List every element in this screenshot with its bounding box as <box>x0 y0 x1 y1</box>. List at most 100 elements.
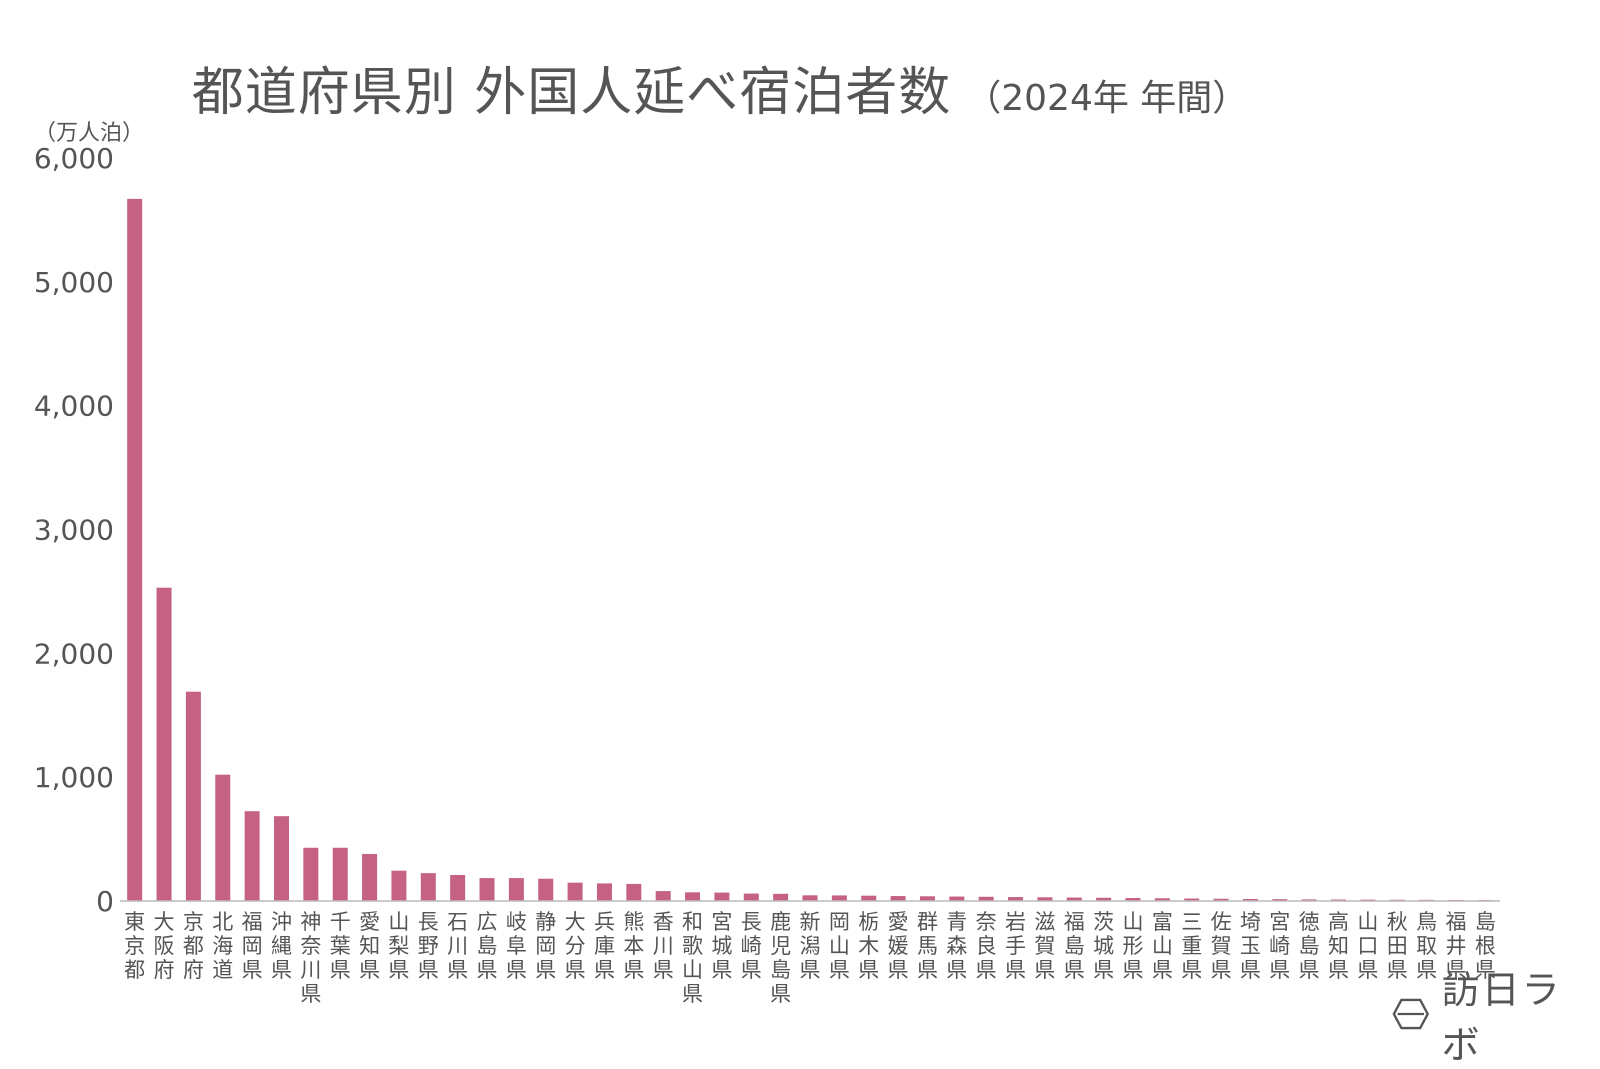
bar-岩手県 <box>1008 897 1024 901</box>
x-tick-label: 鹿児島県 <box>770 910 791 1006</box>
x-tick-label: 岩手県 <box>1005 910 1026 982</box>
y-tick-label: 2,000 <box>34 637 114 670</box>
bar-鹿児島県 <box>773 893 789 901</box>
x-tick-label: 愛媛県 <box>888 910 909 982</box>
x-tick-label: 佐賀県 <box>1211 910 1232 982</box>
x-tick-label: 大阪府 <box>154 910 175 982</box>
x-tick-label: 長崎県 <box>741 910 762 982</box>
y-tick-label: 3,000 <box>34 514 114 547</box>
x-tick-label: 石川県 <box>447 910 468 982</box>
x-tick-label: 徳島県 <box>1299 910 1320 982</box>
x-tick-label: 三重県 <box>1181 910 1202 982</box>
bar-神奈川県 <box>303 847 319 901</box>
bar-大阪府 <box>156 587 172 901</box>
bar-愛媛県 <box>890 896 906 901</box>
y-tick-label: 5,000 <box>34 266 114 299</box>
y-tick-label: 1,000 <box>34 761 114 794</box>
bar-埼玉県 <box>1242 899 1258 901</box>
x-tick-label: 東京都 <box>124 910 145 982</box>
y-axis: （万人泊） 0 1,000 2,000 3,000 4,000 5,000 6,000 <box>34 121 144 918</box>
x-tick-label: 富山県 <box>1152 910 1173 982</box>
x-tick-label: 静岡県 <box>535 910 556 982</box>
bar-大分県 <box>567 882 583 901</box>
brand-logo: 訪日ラボ <box>1392 968 1592 1067</box>
bar-熊本県 <box>626 883 642 901</box>
bar-石川県 <box>450 874 466 901</box>
bar-兵庫県 <box>596 883 612 901</box>
hexagon-logo-icon <box>1392 998 1430 1030</box>
x-tick-label: 熊本県 <box>623 910 644 982</box>
bar-沖縄県 <box>273 816 289 901</box>
bar-福岡県 <box>244 811 260 901</box>
y-tick-label: 6,000 <box>34 142 114 175</box>
x-tick-label: 山形県 <box>1122 910 1143 982</box>
bar-奈良県 <box>978 896 994 901</box>
y-tick-label: 0 <box>96 885 114 918</box>
x-tick-label: 福井県 <box>1445 910 1466 982</box>
bar-東京都 <box>127 198 143 902</box>
bar-青森県 <box>949 896 965 901</box>
x-tick-label: 和歌山県 <box>682 910 703 1006</box>
bar-愛知県 <box>362 853 378 901</box>
bar-富山県 <box>1154 898 1170 901</box>
x-tick-label: 青森県 <box>946 910 967 982</box>
y-tick-label: 4,000 <box>34 390 114 423</box>
bar-栃木県 <box>861 895 877 901</box>
bar-和歌山県 <box>685 892 701 901</box>
x-tick-label: 広島県 <box>477 910 498 982</box>
bar-長野県 <box>420 873 436 901</box>
bar-岐阜県 <box>508 878 524 901</box>
x-tick-label: 長野県 <box>418 910 439 982</box>
bar-長崎県 <box>743 893 759 901</box>
bar-佐賀県 <box>1213 898 1229 901</box>
brand-name: 訪日ラボ <box>1441 968 1562 1067</box>
x-tick-label: 京都府 <box>183 910 204 982</box>
x-tick-label: 兵庫県 <box>594 910 615 982</box>
x-tick-label: 愛知県 <box>359 910 380 982</box>
bar-岡山県 <box>831 895 847 901</box>
x-tick-label: 群馬県 <box>917 910 938 982</box>
x-tick-label: 茨城県 <box>1093 910 1114 982</box>
bar-静岡県 <box>538 878 554 901</box>
bar-群馬県 <box>919 896 935 901</box>
x-tick-label: 新潟県 <box>800 910 821 982</box>
chart-title: 都道府県別 外国人延べ宿泊者数 <box>191 63 952 123</box>
x-tick-label: 山梨県 <box>388 910 409 982</box>
x-tick-label: 埼玉県 <box>1240 910 1261 982</box>
bar-新潟県 <box>802 895 818 901</box>
bar-北海道 <box>215 774 231 901</box>
x-tick-label: 北海道 <box>212 910 233 982</box>
x-tick-label: 栃木県 <box>858 910 879 982</box>
x-tick-label: 神奈川県 <box>300 910 321 1006</box>
x-tick-label: 岐阜県 <box>506 910 527 982</box>
bar-京都府 <box>185 691 201 901</box>
x-tick-label: 福島県 <box>1064 910 1085 982</box>
x-tick-label: 宮城県 <box>711 910 732 982</box>
bar-茨城県 <box>1096 897 1112 901</box>
chart-subtitle: （2024年 年間） <box>965 78 1249 119</box>
bar-三重県 <box>1184 898 1200 901</box>
x-tick-label: 沖縄県 <box>271 910 292 982</box>
x-tick-label: 大分県 <box>565 910 586 982</box>
bar-宮崎県 <box>1272 899 1288 901</box>
x-tick-label: 奈良県 <box>976 910 997 982</box>
x-tick-label: 滋賀県 <box>1034 910 1055 982</box>
y-axis-label: （万人泊） <box>34 121 144 146</box>
x-tick-label: 福岡県 <box>242 910 263 982</box>
x-tick-label: 高知県 <box>1328 910 1349 982</box>
chart-title-group: 都道府県別 外国人延べ宿泊者数 （2024年 年間） <box>0 50 1440 125</box>
x-tick-label: 秋田県 <box>1387 910 1408 982</box>
bar-千葉県 <box>332 847 348 901</box>
bar-滋賀県 <box>1037 897 1053 901</box>
bar-広島県 <box>479 878 495 901</box>
x-tick-label: 岡山県 <box>829 910 850 982</box>
bar-山梨県 <box>391 870 407 901</box>
x-tick-label: 山口県 <box>1357 910 1378 982</box>
x-tick-label: 香川県 <box>653 910 674 982</box>
x-tick-label: 宮崎県 <box>1269 910 1290 982</box>
x-tick-label: 島根県 <box>1475 910 1496 982</box>
x-tick-label: 鳥取県 <box>1416 910 1437 982</box>
x-tick-label: 千葉県 <box>330 910 351 982</box>
bar-福島県 <box>1066 897 1082 901</box>
